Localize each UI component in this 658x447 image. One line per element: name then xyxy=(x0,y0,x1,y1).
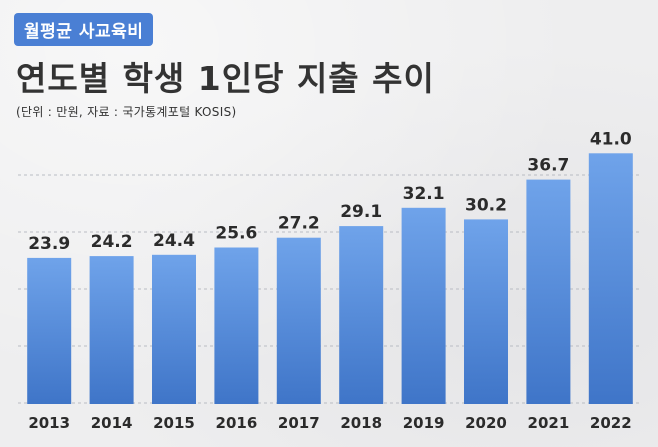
x-tick-label: 2018 xyxy=(340,414,382,432)
category-badge: 월평균 사교육비 xyxy=(14,13,154,46)
bar-2020 xyxy=(464,219,508,404)
bar-2015 xyxy=(152,254,196,404)
value-label: 23.9 xyxy=(28,234,70,254)
bar-2019 xyxy=(401,207,446,404)
value-label: 36.7 xyxy=(527,156,569,176)
bar-2016 xyxy=(214,247,259,404)
chart-title: 연도별 학생 1인당 지출 추이 xyxy=(16,59,435,98)
value-label: 32.1 xyxy=(403,184,445,204)
bar-2022 xyxy=(588,153,633,404)
bar-2018 xyxy=(339,226,384,404)
x-tick-label: 2019 xyxy=(403,414,445,432)
bar-2014 xyxy=(89,256,134,404)
source-note: (단위 : 만원, 자료 : 국가통계포털 KOSIS) xyxy=(16,105,237,119)
x-tick-label: 2015 xyxy=(153,414,195,432)
x-tick-label: 2021 xyxy=(528,414,570,432)
x-tick-label: 2022 xyxy=(590,414,632,432)
bar-2013 xyxy=(27,257,72,404)
value-label: 30.2 xyxy=(465,195,507,215)
value-label: 41.0 xyxy=(590,129,632,149)
value-label: 27.2 xyxy=(278,214,320,234)
x-tick-label: 2013 xyxy=(28,414,70,432)
bar-2017 xyxy=(276,237,321,404)
x-tick-label: 2014 xyxy=(91,414,133,432)
x-tick-label: 2020 xyxy=(465,414,507,432)
value-label: 29.1 xyxy=(340,202,382,222)
x-tick-label: 2016 xyxy=(216,414,258,432)
bars xyxy=(27,153,633,404)
x-tick-labels: 2013 2014 2015 2016 2017 2018 2019 2020 2021 2022 xyxy=(28,414,631,432)
value-label: 25.6 xyxy=(215,224,257,244)
value-label: 24.4 xyxy=(153,231,195,251)
x-tick-label: 2017 xyxy=(278,414,320,432)
bar-2021 xyxy=(526,179,571,404)
value-labels: 23.9 24.2 24.4 25.6 27.2 29.1 32.1 30.2 36.7 41.0 xyxy=(28,129,632,254)
value-label: 24.2 xyxy=(91,232,133,252)
